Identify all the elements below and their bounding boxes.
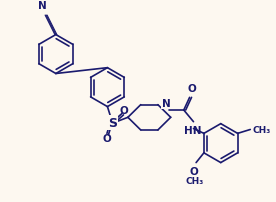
Text: O: O: [190, 167, 198, 177]
Text: O: O: [102, 133, 111, 143]
Text: O: O: [120, 106, 128, 116]
Text: N: N: [38, 1, 47, 11]
Text: HN: HN: [184, 125, 201, 135]
Text: N: N: [162, 99, 171, 108]
Text: CH₃: CH₃: [185, 176, 203, 185]
Text: O: O: [187, 84, 196, 94]
Text: S: S: [108, 116, 117, 129]
Text: CH₃: CH₃: [252, 125, 270, 134]
